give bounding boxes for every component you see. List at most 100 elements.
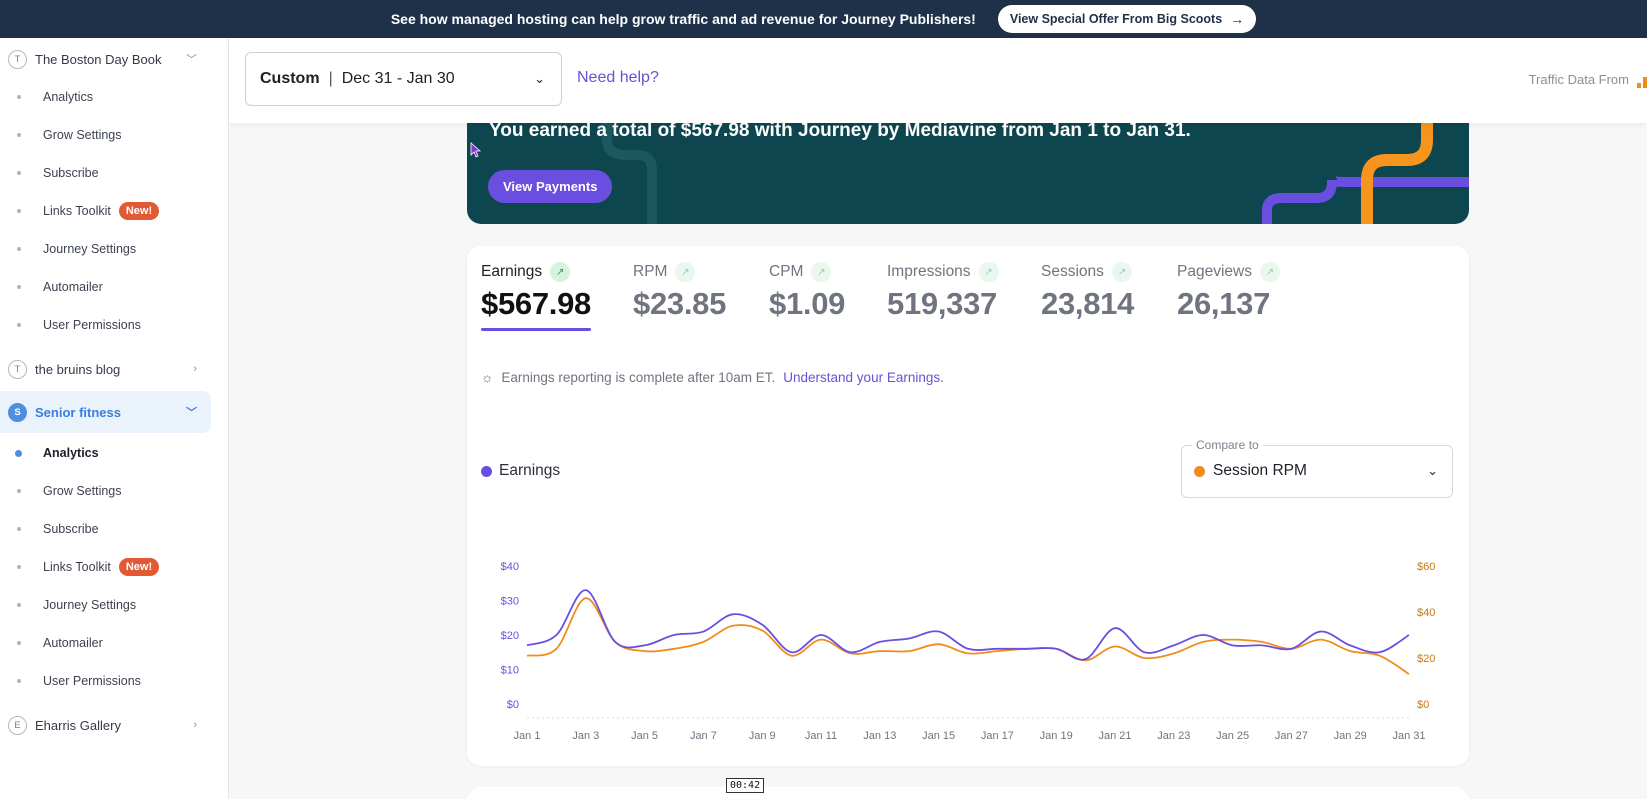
metric-tab-pageviews[interactable]: Pageviews ↗ 26,137 <box>1177 262 1280 322</box>
sidebar-item-grow-settings[interactable]: Grow Settings <box>0 116 211 154</box>
sidebar-item-links-toolkit[interactable]: Links Toolkit New! <box>0 192 211 230</box>
trend-up-icon: ↗ <box>675 262 696 282</box>
metric-value: 26,137 <box>1177 286 1271 321</box>
date-range-select[interactable]: Custom | Dec 31 - Jan 30 ⌄ <box>245 52 562 106</box>
metric-value: $1.09 <box>769 286 846 321</box>
view-special-offer-label: View Special Offer From Big Scoots <box>1009 12 1223 26</box>
sidebar-item-grow-settings[interactable]: Grow Settings <box>0 472 211 510</box>
bullet-icon <box>17 641 21 645</box>
sun-icon: ☼ <box>481 370 494 385</box>
earnings-chart: $0 $10 $20 $30 $40 $0 $20 $40 $60 Jan 1 Jan 3 Jan 5… <box>501 561 1436 742</box>
trend-up-icon: ↗ <box>550 262 571 282</box>
date-range-value: Dec 31 - Jan 30 <box>341 70 455 87</box>
compare-to-select[interactable]: Compare to Session RPM ⌄ <box>1181 438 1453 498</box>
x-tick-label: Jan 3 <box>572 730 599 742</box>
sidebar-item-user-permissions[interactable]: User Permissions <box>0 662 211 700</box>
bullet-icon <box>17 209 21 213</box>
sidebar-item-subscribe[interactable]: Subscribe <box>0 154 211 192</box>
traffic-data-from-label: Traffic Data From <box>1528 72 1629 87</box>
new-badge: New! <box>118 558 160 576</box>
chevron-down-icon: ⌄ <box>1427 463 1438 478</box>
page-header: Custom | Dec 31 - Jan 30 ⌄ Need help? Tr… <box>229 38 1647 123</box>
x-tick-label: Jan 7 <box>690 730 717 742</box>
sidebar-item-label: Automailer <box>43 636 103 650</box>
sidebar-item-label: Analytics <box>43 90 94 104</box>
metric-tab-rpm[interactable]: RPM ↗ $23.85 <box>633 262 726 322</box>
new-badge: New! <box>118 202 160 220</box>
metric-value: 519,337 <box>887 286 997 321</box>
understand-earnings-link[interactable]: Understand your Earnings. <box>783 370 944 385</box>
metric-label: Earnings <box>481 263 543 280</box>
sidebar-item-label: Links Toolkit <box>43 204 111 218</box>
sidebar-site-eharris-gallery[interactable]: E Eharris Gallery › <box>0 704 211 746</box>
separator: | <box>328 70 333 87</box>
sidebar-item-label: Automailer <box>43 280 103 294</box>
sidebar-item-label: Grow Settings <box>43 128 122 142</box>
bullet-icon <box>17 527 21 531</box>
sidebar-site-senior-fitness[interactable]: S Senior fitness ﹀ <box>0 391 211 433</box>
sidebar-item-automailer[interactable]: Automailer <box>0 624 211 662</box>
sidebar-site-bruins-blog[interactable]: T the bruins blog › <box>0 348 211 390</box>
metric-tab-sessions[interactable]: Sessions ↗ 23,814 <box>1041 262 1134 322</box>
sidebar-item-label: Subscribe <box>43 166 99 180</box>
sidebar-item-analytics[interactable]: Analytics <box>0 78 211 116</box>
sidebar-site-boston-day-book[interactable]: T The Boston Day Book ﹀ <box>0 38 211 80</box>
x-tick-label: Jan 9 <box>749 730 776 742</box>
compare-to-label: Compare to <box>1192 438 1263 452</box>
sidebar-item-analytics-active[interactable]: Analytics <box>0 434 211 472</box>
compare-dot <box>1194 465 1205 477</box>
bullet-icon <box>17 565 21 569</box>
chevron-down-icon: ﹀ <box>186 54 197 66</box>
x-tick-label: Jan 15 <box>922 730 955 742</box>
site-name: the bruins blog <box>35 361 121 377</box>
promo-banner-text: See how managed hosting can help grow tr… <box>390 11 976 27</box>
y-left-tick-label: $10 <box>501 665 519 677</box>
sidebar-item-label: Journey Settings <box>43 598 137 612</box>
metric-tab-earnings[interactable]: Earnings ↗ $567.98 <box>481 262 591 331</box>
view-special-offer-button[interactable]: View Special Offer From Big Scoots → <box>997 5 1257 33</box>
metric-label: RPM <box>633 263 668 280</box>
site-name: Eharris Gallery <box>35 717 121 733</box>
sidebar-item-user-permissions[interactable]: User Permissions <box>0 306 211 344</box>
chevron-down-icon: ﹀ <box>186 407 197 419</box>
bullet-icon <box>17 285 21 289</box>
metric-tab-cpm[interactable]: CPM ↗ $1.09 <box>769 262 845 322</box>
metric-tab-impressions[interactable]: Impressions ↗ 519,337 <box>887 262 999 322</box>
chevron-right-icon: › <box>193 363 197 375</box>
sidebar-item-journey-settings[interactable]: Journey Settings <box>0 230 211 268</box>
sidebar-item-journey-settings[interactable]: Journey Settings <box>0 586 211 624</box>
series-line-earnings <box>526 589 1410 661</box>
earnings-message: You earned a total of $567.98 with Journ… <box>489 120 1191 141</box>
trend-up-icon: ↗ <box>978 262 999 282</box>
x-tick-label: Jan 13 <box>863 730 896 742</box>
view-payments-button[interactable]: View Payments <box>488 170 613 203</box>
need-help-link[interactable]: Need help? <box>577 69 659 86</box>
x-tick-label: Jan 29 <box>1334 730 1367 742</box>
metric-value: $567.98 <box>481 286 591 321</box>
y-left-tick-label: $0 <box>507 699 519 711</box>
x-tick-label: Jan 11 <box>805 730 837 742</box>
analytics-card: Earnings ↗ $567.98 RPM ↗ $23.85 CPM ↗ $1.09… <box>467 246 1469 766</box>
sidebar-item-subscribe[interactable]: Subscribe <box>0 510 211 548</box>
chevron-right-icon: › <box>193 719 197 731</box>
chart-legend: Earnings <box>481 462 560 480</box>
timer-badge: 00:42 <box>726 778 765 793</box>
bullet-icon <box>17 489 21 493</box>
metric-label: Sessions <box>1041 263 1104 280</box>
x-tick-label: Jan 31 <box>1392 730 1425 742</box>
series-line-session-rpm <box>526 597 1410 675</box>
bullet-icon <box>17 133 21 137</box>
metric-value: 23,814 <box>1041 286 1135 321</box>
sidebar-item-label: User Permissions <box>43 318 141 332</box>
site-name: Senior fitness <box>35 404 121 420</box>
x-tick-label: Jan 23 <box>1157 730 1190 742</box>
earnings-reporting-note: ☼ Earnings reporting is complete after 1… <box>481 370 944 385</box>
sidebar-item-automailer[interactable]: Automailer <box>0 268 211 306</box>
y-left-tick-label: $20 <box>501 630 519 642</box>
sidebar-item-links-toolkit[interactable]: Links Toolkit New! <box>0 548 211 586</box>
compare-value: Session RPM <box>1213 462 1307 479</box>
decorative-lines <box>602 110 1469 224</box>
bullet-icon <box>17 323 21 327</box>
y-right-tick-label: $20 <box>1417 653 1435 665</box>
sidebar: T The Boston Day Book ﹀ Analytics Grow S… <box>0 38 229 799</box>
